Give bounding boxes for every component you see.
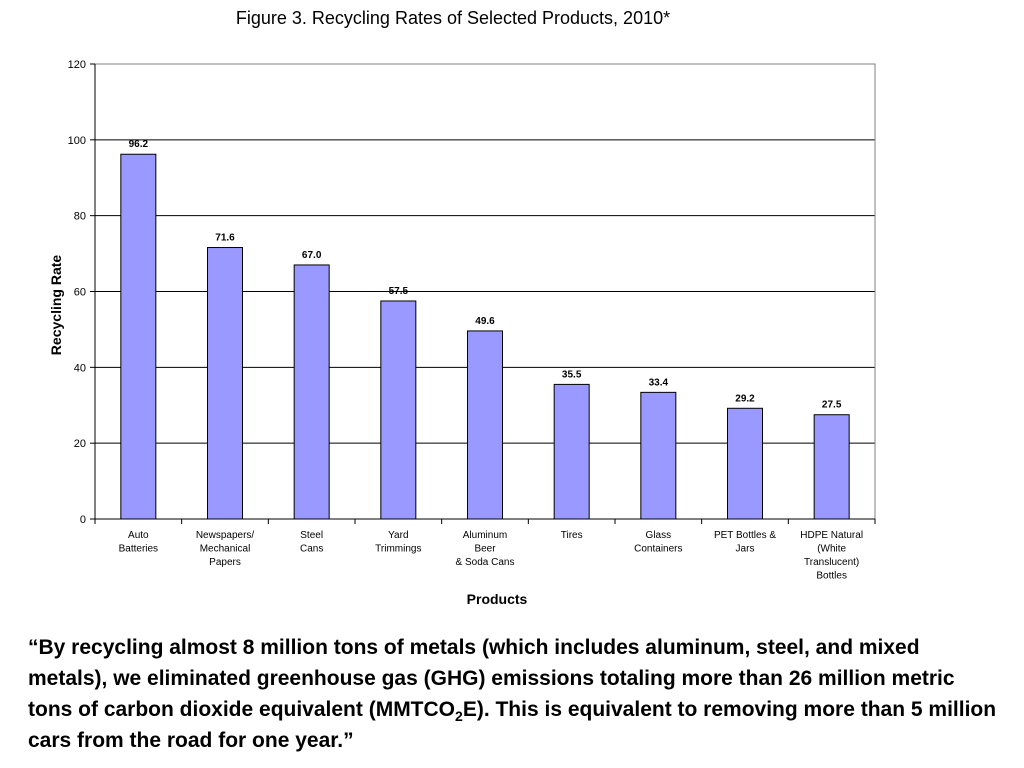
- y-tick-label: 100: [68, 135, 86, 147]
- x-tick-label-line: Papers: [209, 557, 241, 568]
- x-tick-label: Newspapers/Mechanical Papers: [196, 530, 255, 568]
- data-label: 71.6: [215, 233, 235, 244]
- x-tick-label-line: Yard: [388, 530, 408, 541]
- quote-part-1: “By recycling almost 8 million tons of m…: [28, 636, 955, 721]
- x-tick-label-line: & Soda Cans: [456, 557, 515, 568]
- x-tick-label-line: Mechanical: [200, 544, 251, 555]
- bar: [813, 414, 850, 520]
- chart-title: Figure 3. Recycling Rates of Selected Pr…: [235, 8, 671, 28]
- y-axis-title: Recycling Rate: [48, 255, 64, 356]
- quote-part-2: E). This is equivalent to removing more …: [28, 698, 997, 752]
- bar: [727, 407, 763, 520]
- x-tick-label-line: Bottles: [816, 571, 847, 582]
- bar: [553, 383, 590, 520]
- x-tick-label: Steel Cans: [300, 530, 323, 555]
- x-tick-label: Glass Containers: [634, 530, 682, 555]
- x-tick-label-line: Containers: [634, 544, 682, 555]
- x-tick-label-line: Steel: [300, 530, 323, 541]
- y-tick-label: 40: [74, 362, 86, 374]
- x-tick-label-line: Batteries: [119, 544, 158, 555]
- x-tick-label-line: Beer: [474, 544, 496, 555]
- x-tick-label-line: Trimmings: [375, 544, 421, 555]
- y-tick-label: 60: [74, 287, 86, 299]
- bar-chart: 0 20 40 60 80 100 120 96.2 Auto Batteries 71.6 News…: [48, 59, 876, 607]
- x-tick-label-line: Aluminum: [463, 530, 507, 541]
- x-tick-label-line: Cans: [300, 544, 323, 555]
- data-label: 27.5: [822, 400, 842, 411]
- x-tick-label-line: HDPE Natural: [800, 530, 863, 541]
- x-tick-label: Tires: [561, 530, 583, 541]
- data-label: 35.5: [562, 369, 582, 380]
- bars: [120, 153, 850, 520]
- x-tick-label: Yard Trimmings: [375, 530, 421, 555]
- y-tick-label: 120: [68, 59, 86, 71]
- quote-subscript: 2: [455, 708, 463, 725]
- x-tick-label: Auto Batteries: [119, 530, 158, 555]
- x-tick-label-line: Jars: [736, 544, 755, 555]
- y-tick-label: 20: [74, 438, 86, 450]
- y-tick-label: 80: [74, 211, 86, 223]
- bar: [293, 264, 330, 520]
- x-tick-label-line: Auto: [128, 530, 149, 541]
- x-tick-label-line: (White: [817, 544, 846, 555]
- bar: [120, 153, 157, 520]
- data-label: 67.0: [302, 250, 322, 261]
- data-label: 96.2: [129, 139, 149, 150]
- data-label: 49.6: [475, 316, 495, 327]
- quote-text: “By recycling almost 8 million tons of m…: [28, 632, 1003, 756]
- x-tick-label: HDPE Natural (White Translucent) Bottles: [800, 530, 863, 582]
- x-tick-label-line: Newspapers/: [196, 530, 255, 541]
- data-label: 57.5: [389, 286, 409, 297]
- x-tick-label: PET Bottles & Jars: [714, 530, 776, 555]
- bar: [380, 300, 417, 520]
- x-tick-label-line: Glass: [646, 530, 672, 541]
- x-tick-label-line: Translucent): [804, 557, 859, 568]
- data-label: 33.4: [649, 377, 669, 388]
- bar: [467, 330, 503, 520]
- y-tick-label: 0: [80, 514, 86, 526]
- x-tick-label-line: PET Bottles &: [714, 530, 776, 541]
- x-tick-label-line: Tires: [561, 530, 583, 541]
- bar: [640, 391, 677, 520]
- bar: [207, 247, 243, 520]
- x-axis-title: Products: [467, 591, 528, 607]
- labels: 0 20 40 60 80 100 120 96.2 Auto Batteries 71.6 News…: [68, 59, 863, 582]
- x-tick-label: Aluminum Beer & Soda Cans: [456, 530, 515, 568]
- data-label: 29.2: [735, 393, 755, 404]
